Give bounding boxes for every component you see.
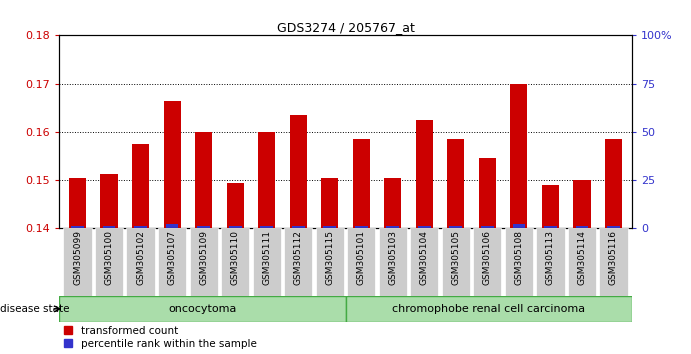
Text: GSM305110: GSM305110 — [231, 230, 240, 285]
FancyBboxPatch shape — [568, 228, 596, 296]
Bar — [323, 227, 336, 228]
FancyBboxPatch shape — [536, 228, 565, 296]
FancyBboxPatch shape — [410, 228, 439, 296]
Bar — [607, 227, 620, 228]
Bar — [605, 139, 622, 228]
Bar — [132, 144, 149, 228]
FancyBboxPatch shape — [221, 228, 249, 296]
FancyBboxPatch shape — [59, 296, 346, 322]
Bar — [258, 132, 276, 228]
FancyBboxPatch shape — [504, 228, 533, 296]
Bar — [573, 180, 591, 228]
Text: GSM305116: GSM305116 — [609, 230, 618, 285]
Bar — [321, 178, 339, 228]
Bar — [71, 227, 84, 228]
Bar — [198, 227, 210, 228]
Text: disease state: disease state — [0, 304, 70, 314]
Bar — [544, 227, 557, 228]
Text: GSM305103: GSM305103 — [388, 230, 397, 285]
FancyBboxPatch shape — [95, 228, 123, 296]
FancyBboxPatch shape — [442, 228, 470, 296]
FancyBboxPatch shape — [379, 228, 407, 296]
Bar — [449, 227, 462, 228]
Bar — [195, 132, 212, 228]
Bar — [386, 227, 399, 228]
Bar — [290, 115, 307, 228]
FancyBboxPatch shape — [189, 228, 218, 296]
Text: GSM305108: GSM305108 — [514, 230, 523, 285]
Text: oncocytoma: oncocytoma — [168, 304, 236, 314]
Bar — [227, 183, 244, 228]
FancyBboxPatch shape — [316, 228, 344, 296]
Text: GSM305099: GSM305099 — [73, 230, 82, 285]
Bar — [352, 139, 370, 228]
Title: GDS3274 / 205767_at: GDS3274 / 205767_at — [276, 21, 415, 34]
Text: GSM305105: GSM305105 — [451, 230, 460, 285]
Bar — [292, 227, 305, 228]
Bar — [261, 227, 273, 228]
Bar — [576, 227, 588, 228]
Text: GSM305101: GSM305101 — [357, 230, 366, 285]
Text: GSM305102: GSM305102 — [136, 230, 145, 285]
Text: GSM305107: GSM305107 — [168, 230, 177, 285]
Text: GSM305104: GSM305104 — [419, 230, 429, 285]
Bar — [166, 224, 178, 228]
Text: GSM305113: GSM305113 — [546, 230, 555, 285]
FancyBboxPatch shape — [64, 228, 92, 296]
Bar — [164, 101, 181, 228]
Text: GSM305114: GSM305114 — [578, 230, 587, 285]
Text: chromophobe renal cell carcinoma: chromophobe renal cell carcinoma — [392, 304, 585, 314]
FancyBboxPatch shape — [126, 228, 155, 296]
FancyBboxPatch shape — [284, 228, 312, 296]
Bar — [479, 158, 496, 228]
FancyBboxPatch shape — [346, 296, 632, 322]
Text: GSM305112: GSM305112 — [294, 230, 303, 285]
Text: GSM305106: GSM305106 — [483, 230, 492, 285]
Text: GSM305111: GSM305111 — [262, 230, 272, 285]
Bar — [103, 227, 115, 228]
FancyBboxPatch shape — [347, 228, 375, 296]
Bar — [513, 224, 525, 228]
Text: GSM305100: GSM305100 — [104, 230, 113, 285]
FancyBboxPatch shape — [252, 228, 281, 296]
Text: GSM305115: GSM305115 — [325, 230, 334, 285]
FancyBboxPatch shape — [473, 228, 502, 296]
Bar — [69, 178, 86, 228]
Bar — [510, 84, 527, 228]
Bar — [355, 227, 368, 228]
Legend: transformed count, percentile rank within the sample: transformed count, percentile rank withi… — [64, 326, 256, 349]
Bar — [447, 139, 464, 228]
Bar — [481, 227, 493, 228]
Bar — [415, 120, 433, 228]
Bar — [542, 185, 559, 228]
Bar — [384, 178, 401, 228]
Bar — [418, 227, 430, 228]
Text: GSM305109: GSM305109 — [199, 230, 208, 285]
Bar — [100, 174, 118, 228]
FancyBboxPatch shape — [158, 228, 187, 296]
Bar — [134, 227, 147, 228]
Bar — [229, 227, 242, 228]
FancyBboxPatch shape — [599, 228, 627, 296]
